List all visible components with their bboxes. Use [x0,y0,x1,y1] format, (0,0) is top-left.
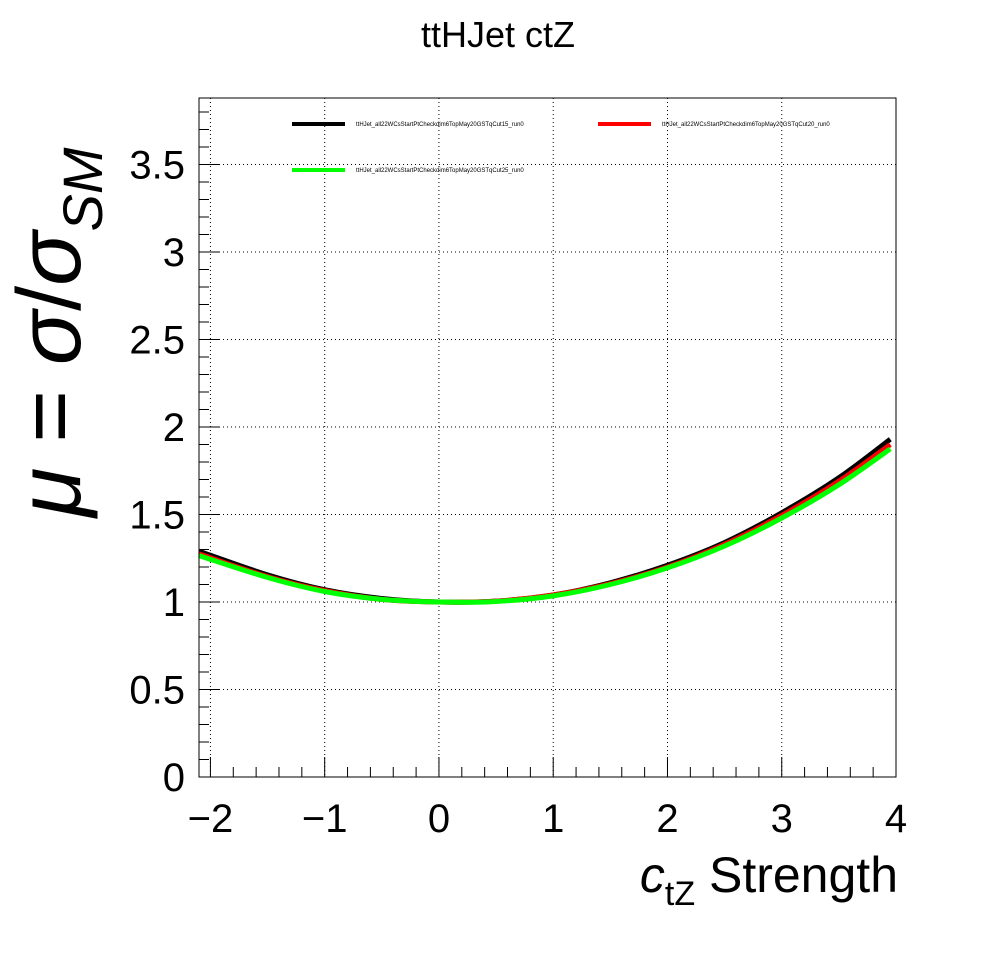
minor-ticks [199,111,897,778]
x-tick-label: 2 [656,797,678,841]
y-tick-label: 0.5 [129,669,185,713]
x-tick-label: 3 [771,797,793,841]
y-label-slash: / [0,286,100,311]
y-tick-label: 0 [163,756,185,800]
legend: ttHJet_all22WCsStartPtCheckdim6TopMay20G… [292,122,830,174]
y-tick-label: 2.5 [129,319,185,363]
y-tick-label: 2 [163,406,185,450]
x-tick-label: −1 [302,797,348,841]
x-tick-label: 1 [542,797,564,841]
series-line-2 [198,446,892,605]
chart-title: ttHJet ctZ [421,14,575,55]
y-tick-label: 3 [163,231,185,275]
y-label-sigma2: σ [0,228,100,286]
x-label-symbol: c [640,847,665,903]
series-layer [198,437,892,605]
legend-label-cut20: ttHJet_all22WCsStartPtCheckdim6TopMay20G… [662,122,830,128]
y-axis-label: μ = σ/σSM [0,147,114,519]
y-tick-label: 1 [163,581,185,625]
y-tick-label: 3.5 [129,144,185,188]
x-label-suffix: Strength [695,847,898,903]
y-label-sigma: σ [0,307,100,365]
x-tick-label: −2 [188,797,234,841]
grid [199,98,896,777]
x-tick-label: 4 [885,797,907,841]
y-label-subscript: SM [51,147,114,231]
x-tick-label: 0 [428,797,450,841]
plot-frame [198,97,897,778]
x-label-subscript: tZ [665,875,695,913]
y-label-eq: = [0,365,100,468]
legend-label-cut25: ttHJet_all22WCsStartPtCheckdim6TopMay20G… [356,168,524,174]
x-axis-label: ctZ Strength [640,847,898,913]
y-tick-labels: 0 0.5 1 1.5 2 2.5 3 3.5 [129,144,185,801]
y-tick-label: 1.5 [129,494,185,538]
y-label-mu: μ [0,468,100,519]
legend-label-cut15: ttHJet_all22WCsStartPtCheckdim6TopMay20G… [356,122,524,128]
x-tick-labels: −2 −1 0 1 2 3 4 [188,797,908,841]
